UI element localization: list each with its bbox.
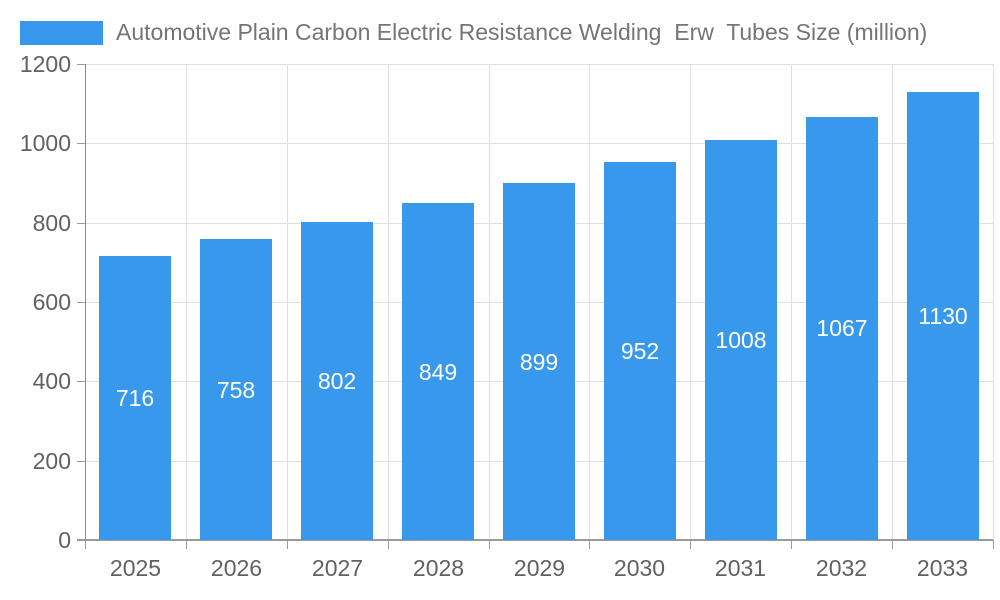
bar-value-label: 1008 [715,327,767,353]
legend-label: Automotive Plain Carbon Electric Resista… [116,19,928,45]
y-tick-mark [77,461,85,462]
x-tick-mark [287,540,288,549]
bar-value-label: 899 [519,349,559,375]
v-gridline [489,64,490,540]
bar[interactable] [301,222,373,540]
bar-value-label: 802 [317,368,357,394]
x-tick-label: 2028 [412,555,465,581]
v-gridline [388,64,389,540]
x-tick-label: 2027 [311,555,364,581]
x-tick-mark [489,540,490,549]
bar-value-label: 849 [418,359,458,385]
y-tick-label: 400 [32,368,71,394]
bar[interactable] [806,117,878,540]
bar[interactable] [604,162,676,540]
y-tick-label: 600 [32,289,71,315]
x-tick-label: 2026 [210,555,263,581]
bar-value-label: 716 [115,385,155,411]
bar-value-label: 758 [216,377,256,403]
x-tick-mark [589,540,590,549]
y-tick-label: 200 [32,448,71,474]
x-tick-mark [690,540,691,549]
bar[interactable] [200,239,272,540]
v-gridline [993,64,994,540]
x-tick-label: 2031 [714,555,767,581]
y-tick-mark [77,64,85,65]
y-tick-label: 0 [58,527,71,553]
x-tick-mark [186,540,187,549]
bar-value-label: 1067 [816,315,868,341]
x-tick-mark [85,540,86,549]
bar-value-label: 952 [620,338,660,364]
v-gridline [287,64,288,540]
v-gridline [589,64,590,540]
y-tick-label: 1000 [19,130,71,156]
bar[interactable] [705,140,777,540]
y-tick-mark [77,143,85,144]
x-tick-label: 2029 [513,555,566,581]
x-tick-label: 2025 [109,555,162,581]
v-gridline [690,64,691,540]
x-tick-mark [791,540,792,549]
v-gridline [791,64,792,540]
x-tick-label: 2030 [613,555,666,581]
x-tick-mark [993,540,994,549]
y-tick-label: 1200 [19,51,71,77]
bar[interactable] [907,92,979,540]
h-gridline [85,64,993,65]
y-tick-label: 800 [32,210,71,236]
x-tick-mark [388,540,389,549]
bar[interactable] [99,256,171,540]
legend-swatch [20,20,103,45]
x-axis-line [77,539,993,541]
legend[interactable]: Automotive Plain Carbon Electric Resista… [20,19,928,45]
x-tick-label: 2032 [815,555,868,581]
x-tick-mark [892,540,893,549]
y-tick-mark [77,381,85,382]
x-tick-label: 2033 [916,555,969,581]
bar[interactable] [402,203,474,540]
y-axis-line [85,64,86,541]
v-gridline [892,64,893,540]
y-tick-mark [77,302,85,303]
bar-value-label: 1130 [918,303,968,329]
y-tick-mark [77,223,85,224]
v-gridline [186,64,187,540]
h-gridline [85,143,993,144]
bar[interactable] [503,183,575,540]
